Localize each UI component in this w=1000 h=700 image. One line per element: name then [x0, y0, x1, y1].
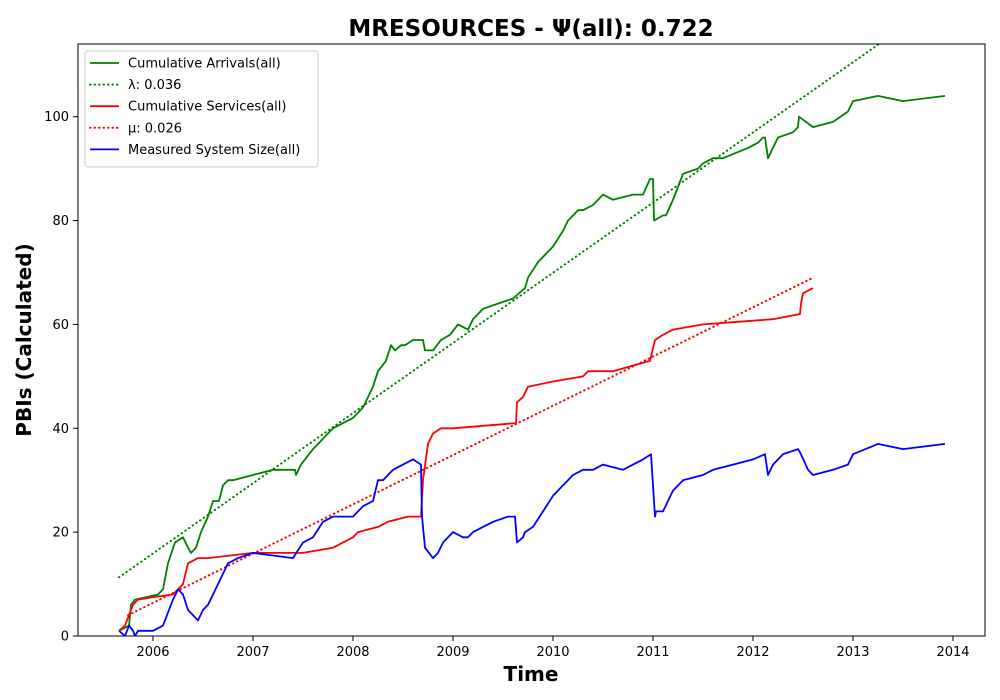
plot-frame	[77, 43, 986, 637]
series-line-3	[127, 276, 814, 617]
x-tick-label: 2011	[636, 645, 669, 660]
y-tick-label: 40	[52, 422, 69, 437]
y-tick-label: 100	[44, 110, 69, 125]
x-axis: 2006 2007 2008 2009 2010 2011 2012 2013 2014	[136, 636, 970, 660]
plot-lines	[118, 44, 946, 636]
y-tick-label: 80	[52, 214, 69, 229]
x-tick-label: 2008	[336, 645, 369, 660]
x-tick-label: 2009	[436, 645, 469, 660]
y-axis: 0 20 40 60 80 100	[44, 110, 78, 645]
y-axis-title: PBIs (Calculated)	[12, 243, 36, 436]
x-tick-label: 2010	[536, 645, 569, 660]
x-tick-label: 2012	[736, 645, 769, 660]
y-tick-label: 60	[52, 318, 69, 333]
legend-label: Cumulative Services(all)	[128, 100, 286, 115]
x-tick-label: 2014	[936, 645, 969, 660]
x-tick-label: 2007	[236, 645, 269, 660]
legend-label: λ: 0.036	[128, 78, 181, 93]
legend-label: μ: 0.026	[128, 121, 182, 136]
legend-label: Measured System Size(all)	[128, 143, 300, 158]
series-line-1	[118, 44, 880, 579]
chart-title: MRESOURCES - Ψ(all): 0.722	[348, 16, 713, 42]
legend: Cumulative Arrivals(all) λ: 0.036 Cumulati…	[84, 50, 319, 168]
series-line-4	[118, 442, 946, 636]
x-axis-title: Time	[504, 662, 559, 686]
x-tick-label: 2006	[136, 645, 169, 660]
x-tick-label: 2013	[836, 645, 869, 660]
series-line-2	[118, 287, 814, 632]
series-line-0	[118, 95, 946, 632]
y-tick-label: 0	[61, 630, 69, 645]
legend-label: Cumulative Arrivals(all)	[128, 57, 281, 72]
y-tick-label: 20	[52, 526, 69, 541]
legend-box	[84, 50, 319, 168]
